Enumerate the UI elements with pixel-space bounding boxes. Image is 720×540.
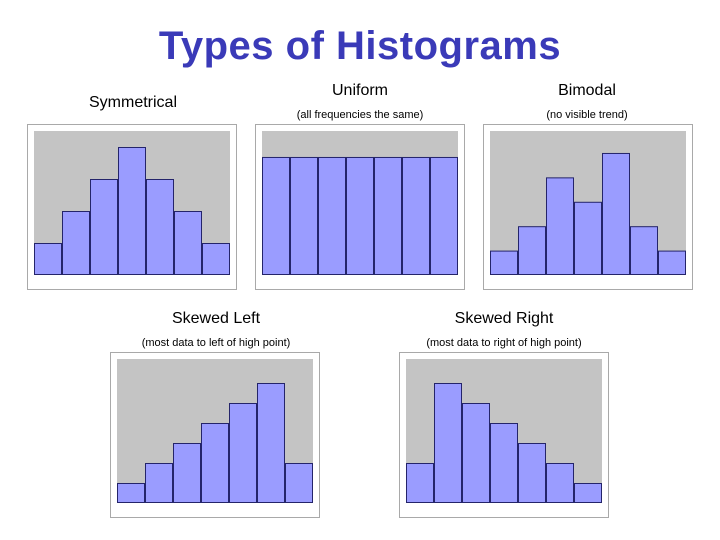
histogram-bar-symmetrical-4	[118, 147, 146, 275]
histogram-bar-uniform-2	[290, 156, 318, 275]
histogram-bar-skewed-left-1	[117, 483, 145, 503]
histogram-bar-bimodal-7	[658, 250, 686, 275]
chart-subtitle-uniform: (all frequencies the same)	[296, 109, 424, 121]
histogram-bar-symmetrical-5	[146, 179, 174, 275]
histogram-bar-symmetrical-1	[34, 243, 62, 275]
histogram-bar-symmetrical-7	[202, 243, 230, 275]
histogram-symmetrical-plot	[34, 131, 230, 275]
histogram-bar-skewed-right-6	[546, 463, 574, 503]
histogram-bar-skewed-left-6	[257, 383, 285, 503]
histogram-bimodal	[483, 124, 693, 290]
histogram-bar-skewed-left-4	[201, 423, 229, 503]
chart-title-skewed-right: Skewed Right	[454, 310, 554, 327]
histogram-bar-uniform-7	[430, 156, 458, 275]
histogram-skewed-right	[399, 352, 609, 518]
histogram-skewed-left	[110, 352, 320, 518]
histogram-bar-bimodal-4	[574, 201, 602, 275]
histogram-bar-skewed-left-5	[229, 403, 257, 503]
page-title: Types of Histograms	[158, 24, 562, 68]
chart-subtitle-bimodal: (no visible trend)	[546, 109, 628, 121]
histogram-bar-skewed-left-2	[145, 463, 173, 503]
histogram-skewed-right-plot	[406, 359, 602, 503]
chart-title-symmetrical: Symmetrical	[88, 94, 177, 111]
histogram-skewed-left-plot	[117, 359, 313, 503]
histogram-uniform	[255, 124, 465, 290]
histogram-symmetrical	[27, 124, 237, 290]
chart-title-bimodal: Bimodal	[558, 82, 616, 99]
histogram-bar-uniform-1	[262, 156, 290, 275]
histogram-bar-symmetrical-6	[174, 211, 202, 275]
histogram-bar-uniform-3	[318, 156, 346, 275]
chart-title-skewed-left: Skewed Left	[171, 310, 261, 327]
histogram-bar-uniform-5	[374, 156, 402, 275]
chart-title-uniform: Uniform	[331, 82, 388, 99]
chart-subtitle-skewed-right: (most data to right of high point)	[426, 337, 582, 349]
histogram-bar-bimodal-2	[518, 226, 546, 276]
histogram-bar-bimodal-5	[602, 152, 630, 275]
histogram-bar-skewed-right-1	[406, 463, 434, 503]
histogram-bar-skewed-right-5	[518, 443, 546, 503]
histogram-bar-skewed-left-3	[173, 443, 201, 503]
chart-subtitle-skewed-left: (most data to left of high point)	[141, 337, 291, 349]
histogram-bar-skewed-left-7	[285, 463, 313, 503]
histogram-bar-bimodal-3	[546, 177, 574, 275]
histogram-bar-skewed-right-4	[490, 423, 518, 503]
histogram-bar-skewed-right-2	[434, 383, 462, 503]
histogram-bar-bimodal-1	[490, 250, 518, 275]
histogram-bar-skewed-right-3	[462, 403, 490, 503]
histogram-bar-skewed-right-7	[574, 483, 602, 503]
histogram-uniform-plot	[262, 131, 458, 275]
histogram-bar-uniform-4	[346, 156, 374, 275]
histogram-bar-symmetrical-3	[90, 179, 118, 275]
histogram-bimodal-plot	[490, 131, 686, 276]
histogram-bar-uniform-6	[402, 156, 430, 275]
histogram-bar-symmetrical-2	[62, 211, 90, 275]
histogram-bar-bimodal-6	[630, 226, 658, 276]
